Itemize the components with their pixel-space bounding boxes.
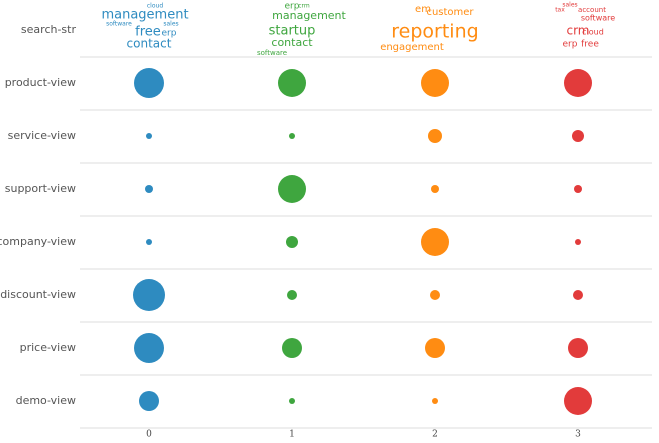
bubble (574, 185, 582, 193)
word: engagement (380, 42, 444, 53)
row-label: price-view (20, 341, 76, 354)
bubble (289, 133, 295, 139)
row-label: service-view (8, 129, 76, 142)
word: startup (269, 24, 316, 39)
word: erp (162, 29, 177, 39)
bubble (573, 290, 583, 300)
word: em (415, 4, 431, 15)
word: erp (285, 2, 300, 12)
x-tick-label: 3 (575, 430, 581, 440)
bubble (145, 185, 153, 193)
word: reporting (391, 21, 478, 43)
word: software (257, 49, 287, 57)
bubble (287, 290, 297, 300)
bubble (286, 236, 298, 248)
word: cloud (582, 28, 604, 37)
bubble (425, 338, 445, 358)
bubble (133, 279, 165, 311)
word: cloud (147, 3, 163, 10)
row-label: discount-view (0, 288, 76, 301)
bubble (430, 290, 440, 300)
bubble (431, 185, 439, 193)
word: free (581, 40, 599, 50)
word: crm (298, 3, 310, 10)
row-label: company-view (0, 235, 76, 248)
word: management (272, 9, 346, 22)
word: contact (271, 36, 313, 49)
bubble (282, 338, 302, 358)
x-tick-label: 2 (432, 430, 438, 440)
row-label: support-view (5, 182, 76, 195)
bubble (564, 387, 592, 415)
bubble (575, 239, 581, 245)
bubble (278, 69, 306, 97)
bubble (421, 228, 449, 256)
word: sales (562, 2, 577, 9)
row-label: search-str (21, 23, 77, 36)
word: crm (566, 24, 589, 38)
bubble (428, 129, 442, 143)
bubble (289, 398, 295, 404)
word: account (578, 6, 606, 14)
x-tick-label: 0 (146, 430, 152, 440)
word: contact (127, 37, 172, 51)
word: software (106, 21, 132, 28)
word: tax (555, 7, 565, 14)
row-label: product-view (5, 76, 76, 89)
word: erp (563, 40, 578, 50)
bubble (146, 239, 152, 245)
word: customer (426, 7, 474, 18)
bubble (572, 130, 584, 142)
bubble (146, 133, 152, 139)
bubble (421, 69, 449, 97)
word: sales (163, 21, 178, 28)
bubble (568, 338, 588, 358)
bubble (139, 391, 159, 411)
bubble (134, 68, 164, 98)
bubble (134, 333, 164, 363)
bubble (278, 175, 306, 203)
bubble (432, 398, 438, 404)
bubble (564, 69, 592, 97)
x-tick-label: 1 (289, 430, 295, 440)
row-label: demo-view (16, 394, 76, 407)
word: management (101, 8, 188, 23)
word: software (581, 14, 615, 23)
word: free (135, 25, 161, 40)
